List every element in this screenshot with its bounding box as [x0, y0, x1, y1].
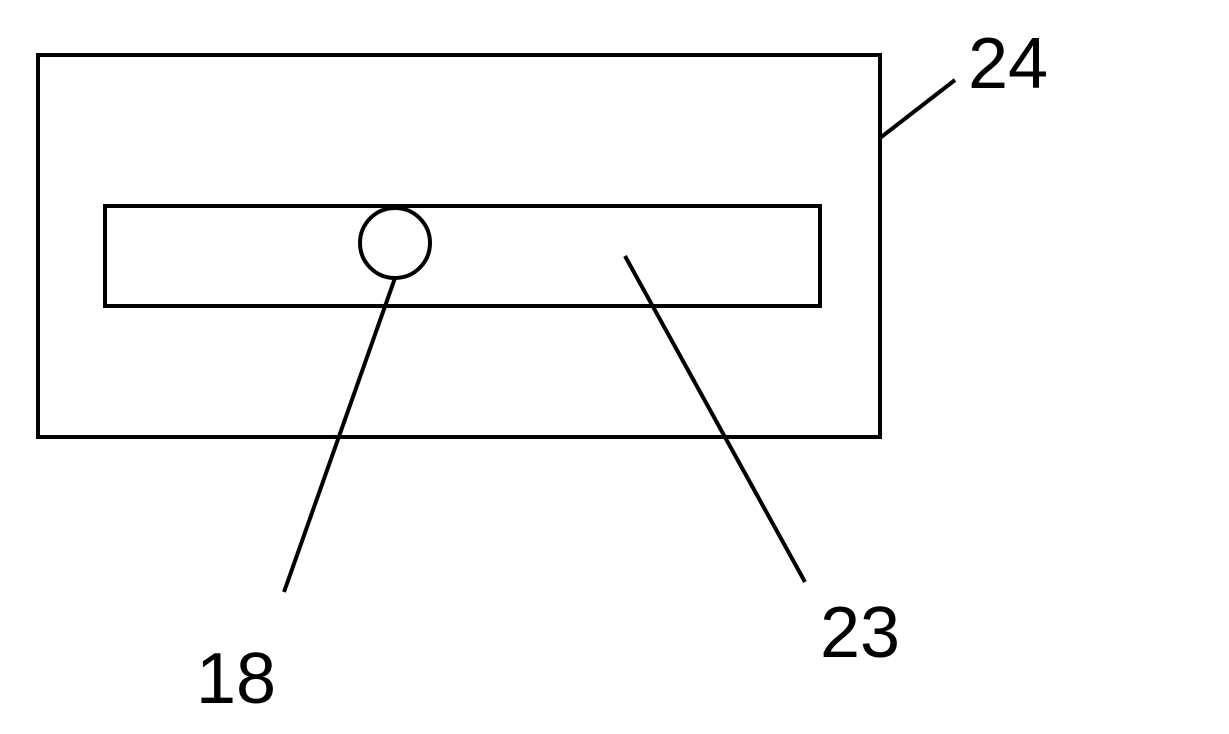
- label-18: 18: [196, 639, 276, 719]
- inner-rectangle: [105, 206, 820, 306]
- label-24: 24: [968, 24, 1048, 104]
- label-23: 23: [820, 593, 900, 673]
- diagram-canvas: 24 23 18: [0, 0, 1229, 734]
- center-circle: [360, 208, 430, 278]
- outer-rectangle: [38, 55, 880, 437]
- leader-line-24: [880, 80, 955, 138]
